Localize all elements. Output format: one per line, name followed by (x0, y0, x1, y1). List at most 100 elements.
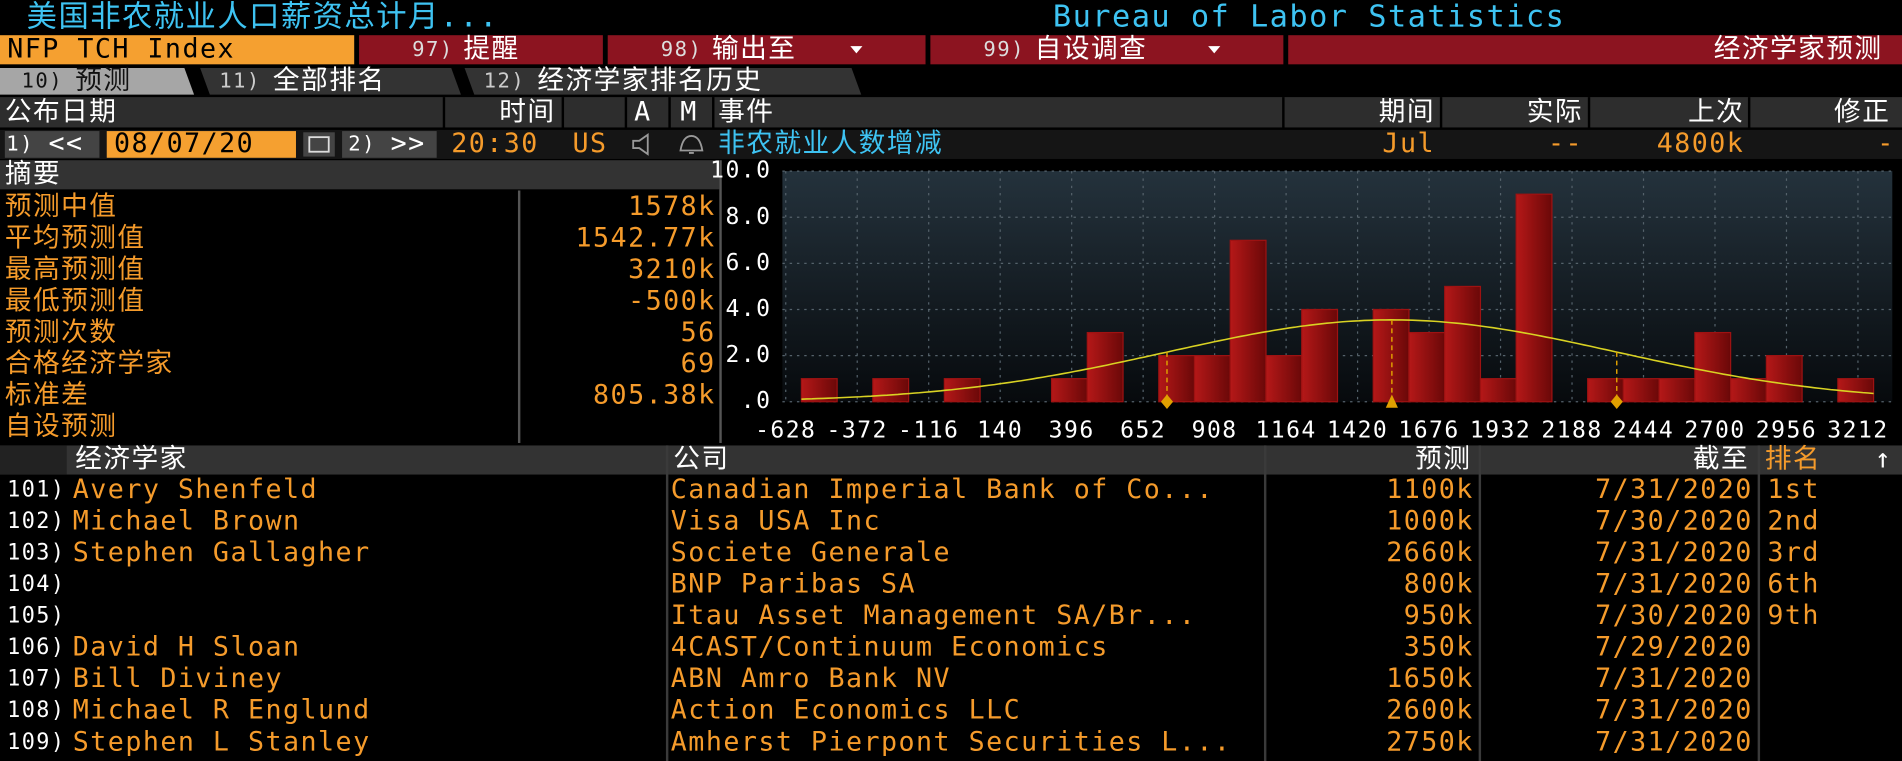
forecast: 1000k (1386, 505, 1474, 536)
row-number: 106) (7, 635, 65, 660)
summary-header (0, 160, 720, 190)
period: Jul (1382, 128, 1435, 159)
x-tick-label: 2188 (1541, 417, 1602, 443)
std-marker (1610, 394, 1623, 410)
summary-value: -500k (628, 285, 716, 316)
tab-number: 11) (219, 68, 261, 92)
toolbar-button[interactable] (607, 35, 926, 65)
calendar-icon (308, 136, 330, 153)
summary-value: 56 (681, 317, 716, 348)
dropdown-arrow (1208, 46, 1221, 54)
button-label: 自设调查 (1035, 33, 1148, 64)
row-number: 103) (7, 540, 65, 565)
normal-curve (801, 319, 1874, 400)
tab[interactable] (0, 67, 195, 95)
bar (1694, 331, 1732, 403)
x-tick-label: 1676 (1398, 417, 1459, 443)
row-number: 108) (7, 698, 65, 723)
economist[interactable]: Stephen Gallagher (73, 537, 371, 568)
rank: 3rd (1767, 537, 1820, 568)
bar (1193, 355, 1231, 403)
summary-value: 805.38k (593, 380, 716, 411)
tab-label: 预测 (75, 65, 131, 96)
column-header: M (680, 96, 698, 127)
tab-label: 经济学家排名历史 (537, 65, 762, 96)
prev-button[interactable] (4, 131, 100, 158)
economist[interactable]: Bill Diviney (73, 663, 283, 694)
column-header: 上次 (1688, 96, 1744, 127)
economist[interactable]: Michael R Englund (73, 695, 371, 726)
summary-title: 摘要 (5, 158, 61, 189)
calendar-button[interactable] (303, 132, 335, 157)
bar (1265, 355, 1303, 403)
y-tick-label: 4.0 (725, 296, 771, 322)
column-header: A (634, 96, 652, 127)
event-name: 非农就业人数增减 (718, 128, 943, 159)
date: 08/07/20 (114, 128, 254, 159)
next-button[interactable] (342, 131, 437, 158)
as-of-date: 7/31/2020 (1595, 537, 1753, 568)
button-label: >> (391, 128, 426, 159)
tab[interactable] (464, 67, 862, 95)
button-label: 提醒 (463, 33, 519, 64)
summary-value: 69 (681, 348, 716, 379)
toolbar-button[interactable] (359, 35, 603, 65)
sort-icon[interactable]: ↑ (1875, 443, 1893, 474)
button-number: 97) (412, 37, 454, 61)
column-header[interactable]: 排名 (1765, 443, 1821, 474)
dropdown-arrow (850, 46, 863, 54)
bar (1050, 378, 1088, 403)
speaker-icon[interactable] (632, 132, 649, 156)
firm: Action Economics LLC (671, 695, 1021, 726)
column-header[interactable]: 预测 (1415, 443, 1471, 474)
x-tick-label: -372 (827, 417, 888, 443)
as-of-date: 7/31/2020 (1595, 726, 1753, 757)
rank: 2nd (1767, 505, 1820, 536)
column-header: 实际 (1527, 96, 1583, 127)
event-header (0, 97, 1902, 128)
firm: Amherst Pierpont Securities L... (671, 726, 1232, 757)
forecast: 1650k (1386, 663, 1474, 694)
column-header[interactable]: 截至 (1693, 443, 1749, 474)
page-title: 美国非农就业人口薪资总计月... (27, 0, 499, 35)
bar (1158, 355, 1196, 403)
economist[interactable]: Avery Shenfeld (73, 474, 318, 505)
column-header: 时间 (499, 96, 555, 127)
ticker-field[interactable] (0, 35, 355, 65)
bar (1765, 355, 1803, 403)
date-field[interactable] (106, 131, 296, 158)
mean-marker (1385, 394, 1398, 408)
tab[interactable] (200, 67, 461, 95)
economist[interactable]: Michael Brown (73, 505, 301, 536)
firm: Itau Asset Management SA/Br... (671, 600, 1197, 631)
x-tick-label: 1164 (1255, 417, 1316, 443)
summary-label: 平均预测值 (5, 222, 146, 253)
bar (1229, 239, 1267, 403)
y-tick-label: 10.0 (710, 158, 771, 184)
economist[interactable]: Stephen L Stanley (73, 726, 371, 757)
as-of-date: 7/31/2020 (1595, 474, 1753, 505)
economist[interactable]: David H Sloan (73, 632, 301, 663)
bar (1479, 378, 1517, 403)
ticker: NFP TCH Index (7, 33, 235, 64)
tab-label: 全部排名 (273, 65, 386, 96)
bar (1086, 331, 1124, 403)
forecast: 800k (1404, 569, 1474, 600)
time: 20:30 (451, 128, 539, 159)
column-header: 修正 (1834, 96, 1890, 127)
firm: Societe Generale (671, 537, 951, 568)
column-header[interactable]: 公司 (673, 443, 729, 474)
x-tick-label: 652 (1120, 417, 1166, 443)
bell-icon[interactable] (679, 135, 704, 154)
x-tick-label: 396 (1049, 417, 1095, 443)
firm: 4CAST/Continuum Economics (671, 632, 1109, 663)
button-number: 2) (348, 131, 376, 155)
toolbar-button[interactable] (930, 35, 1284, 65)
forecast: 1100k (1386, 474, 1474, 505)
rank: 1st (1767, 474, 1820, 505)
bar (1372, 308, 1410, 403)
summary-label: 标准差 (5, 380, 89, 411)
column-header[interactable]: 经济学家 (75, 443, 188, 474)
forecast: 2750k (1386, 726, 1474, 757)
forecast: 950k (1404, 600, 1474, 631)
